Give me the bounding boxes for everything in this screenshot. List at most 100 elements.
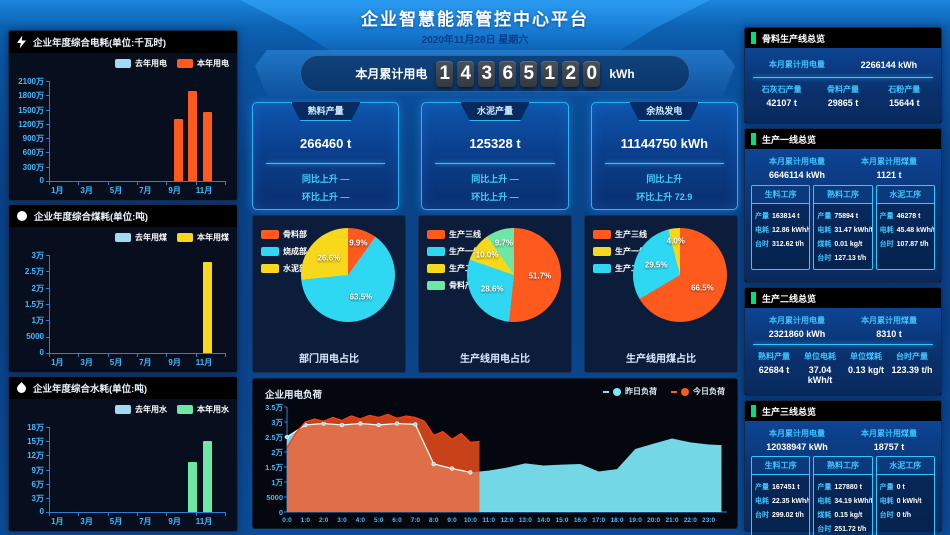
panel-header: 企业年度综合电耗(单位:千瓦时) bbox=[9, 31, 237, 53]
bar-10月 bbox=[188, 462, 198, 512]
panel-annual-coal: 企业年度综合煤耗(单位:吨) 去年用煤 本年用煤 0 5000 1万 1.5万 2万 2.5… bbox=[8, 204, 238, 373]
x-tick-mark bbox=[78, 353, 80, 357]
card-title: 熟料产量 bbox=[290, 102, 361, 121]
panel-load-curve: 企业用电负荷 昨日负荷 今日负荷 0 5000 1万 1.5万 2万 2.5万 3万 3.5万… bbox=[252, 378, 738, 529]
pie-legend: 骨料部烧成部水泥部 bbox=[261, 229, 307, 274]
kv-value: 2266144 kWh bbox=[860, 59, 918, 70]
legend-item[interactable]: 生产二线 bbox=[593, 263, 647, 274]
legend-item[interactable]: 水泥部 bbox=[261, 263, 307, 274]
y-tick-label: 1.5万 bbox=[24, 300, 44, 309]
pie-chart-department-electricity: 9.9% 63.5% 26.6% bbox=[301, 228, 395, 322]
x-tick-label: 3:0 bbox=[337, 517, 347, 524]
pie-chart-line-coal: 66.5% 29.5% 4.0% bbox=[633, 228, 727, 322]
x-tick-mark bbox=[225, 353, 226, 357]
x-tick-label: 12:0 bbox=[500, 517, 513, 524]
legend-item[interactable]: 本年用煤 bbox=[177, 232, 229, 243]
legend-label: 生产一线 bbox=[449, 247, 481, 256]
panel-title: 生产二线总览 bbox=[762, 293, 817, 304]
y-axis bbox=[49, 81, 50, 181]
page-title: 企业智慧能源管控中心平台 bbox=[361, 10, 589, 29]
pie-disc bbox=[301, 228, 395, 322]
x-tick-label: 18:0 bbox=[610, 517, 623, 524]
pie-panel-department-electricity: 骨料部 烧成部 水泥部 9.9% 63.5% 26.6% 部门用电占比 bbox=[252, 215, 406, 373]
yesterday-marker bbox=[431, 461, 436, 467]
y-tick-mark bbox=[46, 441, 49, 443]
legend-label: 昨日负荷 bbox=[625, 387, 657, 396]
stat-cards-row: 熟料产量 266460 t 同比上升 — 环比上升 — 水泥产量 125328 … bbox=[252, 102, 738, 210]
y-tick-mark bbox=[46, 123, 49, 125]
kv-row: 本月累计用电量 6646114 kWh 本月累计用煤量 1121 t bbox=[768, 157, 917, 180]
mom-text: 环比上升 — bbox=[471, 192, 519, 202]
legend-item-yesterday[interactable]: 昨日负荷 bbox=[603, 386, 657, 397]
y-tick-label: 6万 bbox=[31, 479, 44, 489]
y-tick-mark bbox=[46, 320, 49, 322]
divider bbox=[435, 163, 555, 164]
x-tick-mark bbox=[107, 353, 109, 357]
legend-item-today[interactable]: 今日负荷 bbox=[671, 386, 725, 397]
legend-item[interactable]: 生产三线 bbox=[427, 229, 481, 240]
x-tick-label: 23:0 bbox=[702, 517, 715, 524]
legend-item[interactable]: 本年用电 bbox=[177, 58, 229, 69]
kv-row: 本月累计用电量 2321860 kWh 本月累计用煤量 8310 t bbox=[768, 316, 917, 339]
process-card-cement: 水泥工序 产量 46278 t 电耗 45.48 kWh/t 台时 107.87 t/… bbox=[875, 185, 935, 270]
stat-columns: 熟料产量 62684 t 单位电耗 37.04 kWh/t 单位煤耗 0.13 … bbox=[751, 351, 935, 385]
pie-slice-label: 66.5% bbox=[691, 283, 714, 293]
x-tick-label: 19:0 bbox=[629, 517, 642, 524]
today-area bbox=[287, 414, 480, 512]
legend-item[interactable]: 去年用水 bbox=[115, 404, 167, 415]
pie-legend: 生产三线生产一线生产二线 bbox=[593, 229, 647, 274]
chart-legend: 去年用水 本年用水 bbox=[115, 404, 229, 415]
legend-line bbox=[671, 390, 677, 393]
x-tick-label: 2:0 bbox=[319, 517, 329, 524]
legend-label: 生产二线 bbox=[449, 264, 481, 273]
legend-item[interactable]: 生产一线 bbox=[593, 246, 647, 257]
legend-item[interactable]: 本年用水 bbox=[177, 404, 229, 415]
x-tick-label: 1月 bbox=[51, 358, 64, 367]
legend-swatch bbox=[115, 59, 131, 68]
x-tick-mark bbox=[49, 353, 50, 357]
divider bbox=[753, 77, 933, 78]
card-value: 11144750 kWh bbox=[620, 136, 709, 151]
y-tick-mark bbox=[46, 109, 49, 111]
legend-item[interactable]: 去年用电 bbox=[115, 58, 167, 69]
legend-item[interactable]: 生产三线 bbox=[593, 229, 647, 240]
yoy-text: 同比上升 — bbox=[471, 174, 519, 184]
stat-col: 熟料产量 62684 t bbox=[758, 352, 790, 375]
load-curve-chart: 0 5000 1万 1.5万 2万 2.5万 3万 3.5万 0:0 1:0 2:0 3:0 4:0 5:… bbox=[265, 403, 727, 524]
pie-title: 生产线用煤占比 bbox=[626, 354, 696, 365]
pie-slice-label: 63.5% bbox=[349, 292, 373, 302]
pie-chart-line-electricity: 51.7% 28.6% 10.0% 9.7% bbox=[467, 228, 561, 322]
bar-chart-electricity: 0 300万 600万 900万 1200万 1500万 1800万 2100万 1月 3月 5月 7… bbox=[11, 75, 233, 197]
legend-item[interactable]: 骨料部 bbox=[261, 229, 307, 240]
x-tick-label: 5月 bbox=[109, 186, 123, 195]
process-card-cement: 水泥工序 产量 0 t 电耗 0 kWh/t 台时 0 t/h bbox=[875, 456, 935, 535]
legend-item[interactable]: 骨料产线 bbox=[427, 280, 481, 291]
legend-label: 水泥部 bbox=[283, 264, 307, 273]
y-tick-mark bbox=[46, 81, 49, 82]
y-tick-label: 9万 bbox=[31, 465, 44, 475]
legend-item[interactable]: 生产一线 bbox=[427, 246, 481, 257]
y-tick-mark bbox=[46, 512, 49, 513]
x-tick-label: 7月 bbox=[139, 186, 152, 195]
x-tick-label: 5月 bbox=[109, 358, 123, 367]
stat-card-waste-heat-power: 余热发电 11144750 kWh 同比上升 环比上升 72.9 bbox=[590, 102, 738, 210]
y-tick-label: 600万 bbox=[22, 148, 44, 158]
y-tick-label: 1万 bbox=[31, 316, 44, 326]
circle-icon bbox=[17, 211, 27, 221]
bar-chart-coal: 0 5000 1万 1.5万 2万 2.5万 3万 1月 3月 5月 7月 9月 11月 bbox=[11, 249, 233, 369]
legend-item[interactable]: 去年用煤 bbox=[115, 232, 167, 243]
x-tick-mark bbox=[78, 512, 80, 516]
today-line bbox=[286, 413, 480, 448]
y-tick-label: 0 bbox=[39, 176, 44, 185]
legend-item[interactable]: 生产二线 bbox=[427, 263, 481, 274]
bar-10月 bbox=[188, 90, 198, 181]
y-tick-label: 1800万 bbox=[18, 91, 44, 101]
legend-item[interactable]: 烧成部 bbox=[261, 246, 307, 257]
x-tick-mark bbox=[137, 181, 138, 185]
y-tick-label: 0 bbox=[39, 348, 44, 357]
x-tick-label: 3月 bbox=[80, 517, 93, 526]
panel-line3-overview: 生产三线总览 本月累计用电量 12038947 kWh 本月累计用煤量 1875… bbox=[744, 400, 942, 535]
counter-digit: 1 bbox=[436, 60, 454, 87]
legend-swatch bbox=[261, 230, 279, 239]
